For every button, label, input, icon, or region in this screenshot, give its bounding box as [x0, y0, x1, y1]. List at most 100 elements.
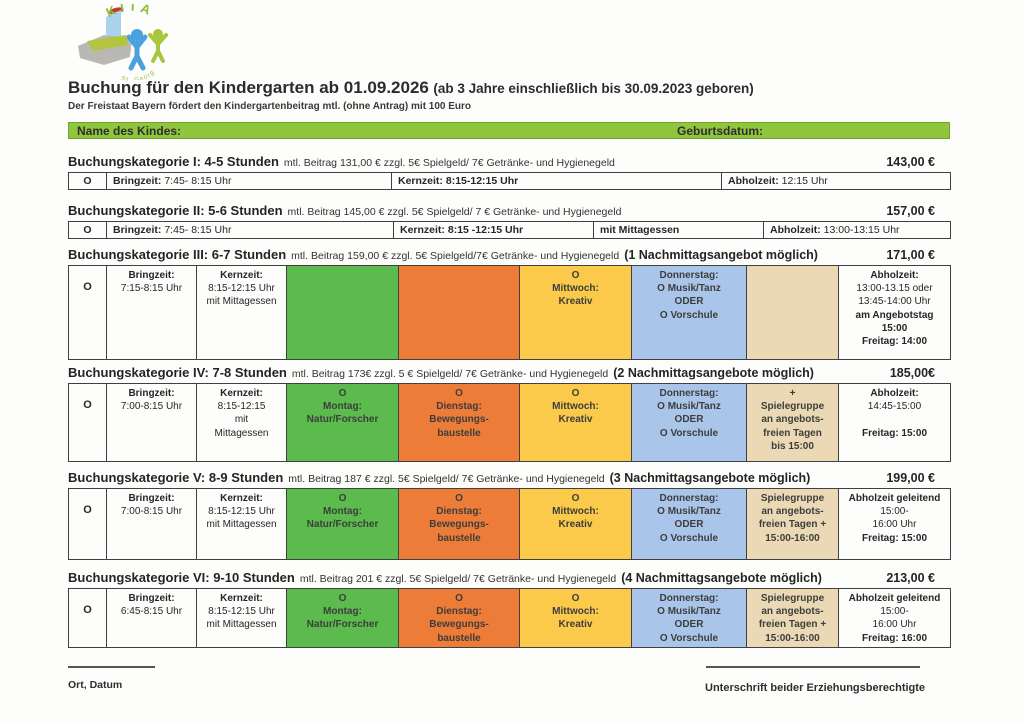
table-row: O Bringzeit: 7:00-8:15 Uhr Kernzeit: 8:15-… [68, 488, 951, 560]
tuesday-offer-cell: O Dienstag: Bewegungs-baustelle [398, 588, 520, 648]
category-5-header: Buchungskategorie V: 8-9 Stunden mtl. Be… [68, 470, 950, 486]
thursday-offer-cell: Donnerstag: O Musik/Tanz ODER O Vorschule [631, 383, 747, 462]
bringzeit-cell: Bringzeit: 7:45- 8:15 Uhr [106, 172, 392, 190]
thursday-offer-cell: Donnerstag: O Musik/Tanz ODER O Vorschule [631, 265, 747, 360]
option-marker: O [68, 383, 107, 462]
signature-line-guardians [706, 666, 920, 668]
pickup-time-cell: Abholzeit geleitend 15:00- 16:00 Uhr Freita… [838, 488, 951, 560]
category-2-table: O Bringzeit: 7:45- 8:15 Uhr Kernzeit: 8:… [68, 221, 951, 239]
kernzeit-cell: Kernzeit: 8:15 -12:15 Uhr [393, 221, 594, 239]
kernzeit-cell: Kernzeit: 8:15-12:15 mit Mittagessen [196, 383, 287, 462]
bringzeit-cell: Bringzeit: 7:00-8:15 Uhr [106, 488, 197, 560]
wednesday-offer-cell: O Mittwoch: Kreativ [519, 588, 632, 648]
category-total-price: 157,00 € [886, 204, 935, 218]
category-4-section: Buchungskategorie IV: 7-8 Stunden mtl. B… [68, 365, 951, 462]
playgroup-cell [746, 265, 839, 360]
category-6-table: O Bringzeit: 6:45-8:15 Uhr Kernzeit: 8:15-… [68, 588, 951, 648]
category-5-section: Buchungskategorie V: 8-9 Stunden mtl. Be… [68, 470, 951, 560]
playgroup-cell: Spielegruppe an angebots-freien Tagen +15… [746, 588, 839, 648]
option-marker: O [68, 488, 107, 560]
kernzeit-cell: Kernzeit: 8:15-12:15 Uhr mit Mittagessen [196, 588, 287, 648]
logo-red-mark [108, 7, 124, 15]
logo-roof [87, 35, 128, 51]
monday-offer-cell: O Montag: Natur/Forscher [286, 488, 399, 560]
table-row: O Bringzeit: 7:00-8:15 Uhr Kernzeit: 8:15-… [68, 383, 951, 462]
table-row: O Bringzeit: 6:45-8:15 Uhr Kernzeit: 8:15-… [68, 588, 951, 648]
table-row: O Bringzeit: 7:15-8:15 Uhr Kernzeit: 8:15-… [68, 265, 951, 360]
pickup-time-cell: Abholzeit geleitend 15:00- 16:00 Uhr Freita… [838, 588, 951, 648]
wednesday-offer-cell: O Mittwoch: Kreativ [519, 265, 632, 360]
category-title: Buchungskategorie V: 8-9 Stunden [68, 470, 284, 485]
tuesday-offer-cell: O Dienstag: Bewegungs-baustelle [398, 488, 520, 560]
kernzeit-cell: Kernzeit: 8:15-12:15 Uhr [391, 172, 722, 190]
logo-graphic: KITA St. Georg [78, 0, 168, 84]
category-title: Buchungskategorie VI: 9-10 Stunden [68, 570, 295, 585]
category-total-price: 143,00 € [886, 155, 935, 169]
category-4-table: O Bringzeit: 7:00-8:15 Uhr Kernzeit: 8:15-… [68, 383, 951, 462]
child-name-label: Name des Kindes: [77, 124, 182, 138]
category-total-price: 213,00 € [886, 571, 935, 585]
bringzeit-cell: Bringzeit: 7:00-8:15 Uhr [106, 383, 197, 462]
category-title: Buchungskategorie IV: 7-8 Stunden [68, 365, 287, 380]
category-3-section: Buchungskategorie III: 6-7 Stunden mtl. … [68, 247, 951, 360]
abholzeit-cell: Abholzeit: 13:00-13:15 Uhr [763, 221, 951, 239]
wednesday-offer-cell: O Mittwoch: Kreativ [519, 383, 632, 462]
category-afternoon-note: (1 Nachmittagsangebot möglich) [624, 248, 818, 262]
option-marker: O [68, 172, 107, 190]
place-date-label: Ort, Datum [68, 679, 123, 691]
tuesday-offer-cell [398, 265, 520, 360]
logo-blue-sail [106, 10, 121, 40]
kita-st-georg-logo: KITA St. Georg [70, 0, 190, 85]
option-marker: O [68, 221, 107, 239]
kernzeit-cell: Kernzeit: 8:15-12:15 Uhr mit Mittagessen [196, 488, 287, 560]
page-title-note: (ab 3 Jahre einschließlich bis 30.09.202… [433, 81, 754, 96]
category-3-table: O Bringzeit: 7:15-8:15 Uhr Kernzeit: 8:15-… [68, 265, 951, 360]
option-marker: O [68, 588, 107, 648]
category-2-section: Buchungskategorie II: 5-6 Stunden mtl. B… [68, 203, 951, 239]
logo-blue-child [131, 29, 143, 41]
page-title-main: Buchung für den Kindergarten ab 01.09.20… [68, 78, 429, 97]
category-1-table: O Bringzeit: 7:45- 8:15 Uhr Kernzeit: 8:… [68, 172, 951, 190]
thursday-offer-cell: Donnerstag: O Musik/Tanz ODER O Vorschule [631, 488, 747, 560]
page-subtitle: Der Freistaat Bayern fördert den Kinderg… [68, 101, 472, 112]
category-1-header: Buchungskategorie I: 4-5 Stunden mtl. Be… [68, 154, 950, 170]
category-6-header: Buchungskategorie VI: 9-10 Stunden mtl. … [68, 570, 950, 586]
category-fee-details: mtl. Beitrag 201 € zzgl. 5€ Spielgeld/ 7… [299, 573, 617, 585]
table-row: O Bringzeit: 7:45- 8:15 Uhr Kernzeit: 8:… [68, 221, 951, 239]
bringzeit-cell: Bringzeit: 6:45-8:15 Uhr [106, 588, 197, 648]
wednesday-offer-cell: O Mittwoch: Kreativ [519, 488, 632, 560]
category-2-header: Buchungskategorie II: 5-6 Stunden mtl. B… [68, 203, 950, 219]
category-total-price: 185,00€ [889, 366, 935, 380]
monday-offer-cell: O Montag: Natur/Forscher [286, 588, 399, 648]
bringzeit-cell: Bringzeit: 7:45- 8:15 Uhr [106, 221, 394, 239]
category-total-price: 171,00 € [886, 248, 935, 262]
category-fee-details: mtl. Beitrag 187 € zzgl. 5€ Spielgeld/ 7… [288, 473, 605, 485]
logo-green-child [153, 29, 163, 39]
category-title: Buchungskategorie II: 5-6 Stunden [68, 203, 283, 218]
playgroup-cell: + Spielegruppe an angebots-freien Tagen bis… [746, 383, 839, 462]
option-marker: O [68, 265, 107, 360]
birthdate-label: Geburtsdatum: [677, 124, 764, 138]
category-fee-details: mtl. Beitrag 159,00 € zzgl. 5€ Spielgeld… [291, 250, 620, 262]
category-4-header: Buchungskategorie IV: 7-8 Stunden mtl. B… [68, 365, 950, 381]
tuesday-offer-cell: O Dienstag: Bewegungs-baustelle [398, 383, 520, 462]
kernzeit-cell: Kernzeit: 8:15-12:15 Uhr mit Mittagessen [196, 265, 287, 360]
category-fee-details: mtl. Beitrag 145,00 € zzgl. 5€ Spielgeld… [287, 206, 622, 218]
guardian-signature-label: Unterschrift beider Erziehungsberechtigt… [705, 682, 926, 694]
thursday-offer-cell: Donnerstag: O Musik/Tanz ODER O Vorschule [631, 588, 747, 648]
signature-line-date [68, 666, 155, 668]
page-title: Buchung für den Kindergarten ab 01.09.20… [68, 78, 754, 98]
mittagessen-cell: mit Mittagessen [593, 221, 764, 239]
category-total-price: 199,00 € [886, 471, 935, 485]
pickup-time-cell: Abholzeit: 13:00-13.15 oder 13:45-14:00 Uh… [838, 265, 951, 360]
category-fee-details: mtl. Beitrag 131,00 € zzgl. 5€ Spielgeld… [283, 157, 615, 169]
category-1-section: Buchungskategorie I: 4-5 Stunden mtl. Be… [68, 154, 951, 190]
category-afternoon-note: (4 Nachmittagsangebote möglich) [621, 571, 822, 585]
category-title: Buchungskategorie III: 6-7 Stunden [68, 247, 287, 262]
logo-arc-text: KITA [103, 0, 152, 20]
playgroup-cell: Spielegruppe an angebots-freien Tagen +15… [746, 488, 839, 560]
category-afternoon-note: (3 Nachmittagsangebote möglich) [609, 471, 811, 485]
category-3-header: Buchungskategorie III: 6-7 Stunden mtl. … [68, 247, 950, 263]
table-row: O Bringzeit: 7:45- 8:15 Uhr Kernzeit: 8:… [68, 172, 951, 190]
category-title: Buchungskategorie I: 4-5 Stunden [68, 154, 279, 169]
